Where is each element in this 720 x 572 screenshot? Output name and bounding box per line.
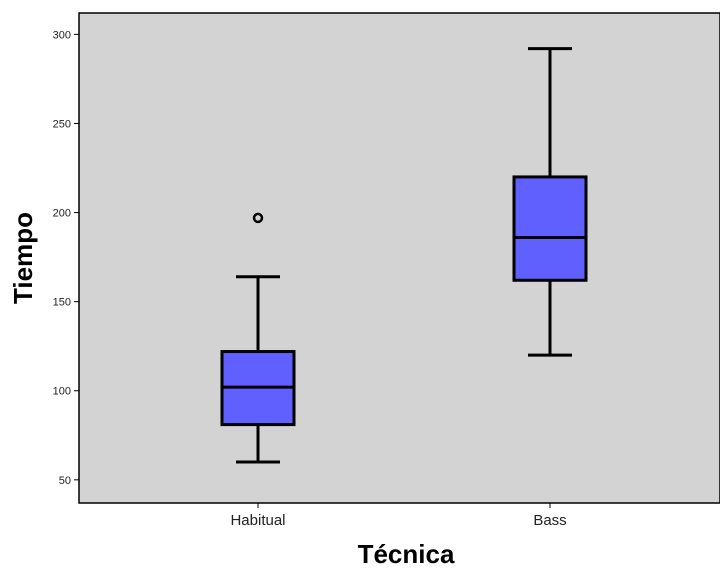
y-tick-label: 250 bbox=[53, 118, 71, 130]
box bbox=[512, 175, 588, 282]
y-axis-ticks: 50 100 150 200 250 300 bbox=[53, 29, 79, 487]
y-tick-label: 150 bbox=[53, 297, 71, 309]
x-tick-label: Bass bbox=[533, 512, 566, 529]
x-axis-title: Técnica bbox=[358, 539, 455, 569]
plot-area bbox=[78, 12, 720, 504]
y-tick-label: 200 bbox=[53, 208, 71, 220]
boxes bbox=[220, 47, 588, 464]
outlier-point bbox=[252, 212, 264, 224]
y-tick-label: 300 bbox=[53, 29, 71, 41]
x-tick-label: Habitual bbox=[230, 512, 285, 529]
y-axis-title: Tiempo bbox=[8, 212, 38, 304]
x-axis-labels: Habitual Bass bbox=[230, 503, 567, 529]
y-tick-label: 50 bbox=[59, 475, 71, 487]
y-tick-label: 100 bbox=[53, 386, 71, 398]
